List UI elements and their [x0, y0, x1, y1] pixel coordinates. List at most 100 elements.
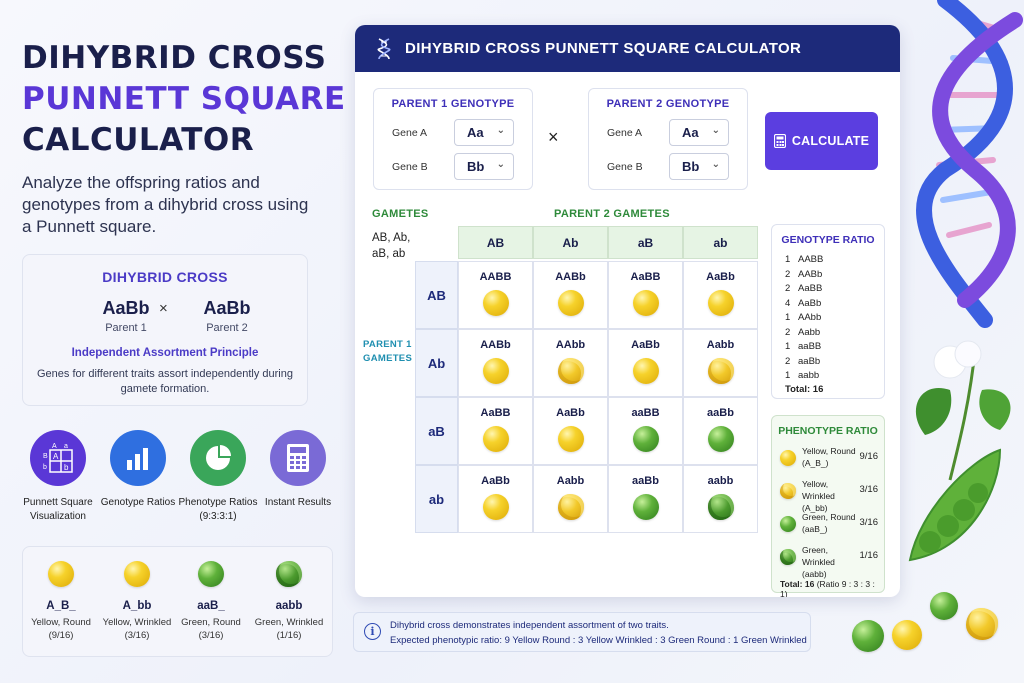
- row-header: Ab: [415, 329, 458, 397]
- yellow-wrinkled-pea-icon: [780, 483, 796, 499]
- calculator-icon: [270, 430, 326, 486]
- mini-grid-a2: a: [64, 443, 68, 450]
- feature-label: Phenotype Ratios (9:3:3:1): [178, 497, 258, 522]
- genotype-total: Total: 16: [785, 384, 824, 395]
- dihybrid-cross-card: DIHYBRID CROSS AaBb Parent 1 × AaBb Pare…: [22, 254, 308, 406]
- list-item: 4 AaBb: [785, 297, 822, 309]
- hero-title-line2: PUNNETT SQUARE: [22, 81, 346, 117]
- yellow-round-pea-icon: [482, 426, 509, 452]
- feature-phenotype: Phenotype Ratios (9:3:3:1): [178, 430, 258, 524]
- phenotype-total: Total: 16 (Ratio 9 : 3 : 3 : 1): [780, 579, 875, 597]
- features-row: A a B b A b Punnett Square Visualization…: [18, 430, 338, 526]
- yellow-round-pea-icon: [482, 290, 509, 316]
- yellow-round-pea-icon: [707, 290, 734, 316]
- green-round-pea-icon: [632, 426, 659, 452]
- phenotype-row: Yellow, Wrinkled (A_bb) 3/16: [780, 478, 882, 513]
- hero-subtitle: Analyze the offspring ratios and genotyp…: [22, 173, 309, 236]
- row-header: aB: [415, 397, 458, 465]
- green-round-pea-icon: [780, 516, 796, 532]
- yellow-wrinkled-pea-icon: [707, 358, 734, 384]
- list-item: 2 aaBb: [785, 355, 821, 367]
- yellow-round-pea-icon: [124, 561, 150, 587]
- panel-header: DIHYBRID CROSS PUNNETT SQUARE CALCULATOR: [355, 25, 900, 72]
- yellow-wrinkled-pea-icon: [557, 358, 584, 384]
- mini-grid-b1: B: [43, 453, 48, 460]
- green-wrinkled-pea-icon: [276, 561, 302, 587]
- punnett-cell: AABb: [458, 329, 533, 397]
- parent1-gene-a-select[interactable]: Aa ⌄: [454, 119, 514, 146]
- list-item: 2 AABb: [785, 268, 823, 280]
- punnett-grid-icon: A a B b A b: [30, 430, 86, 486]
- col-header: aB: [608, 226, 683, 259]
- calculate-button[interactable]: CALCULATE: [765, 112, 878, 170]
- phenotype-ratio-box: PHENOTYPE RATIO Yellow, Round (A_B_) 9/16…: [771, 415, 885, 597]
- feature-label: Instant Results: [264, 497, 332, 508]
- legend-desc: Green, Wrinkled (1/16): [254, 617, 324, 641]
- punnett-cell: AaBb: [533, 397, 608, 465]
- gene-b-label: Gene B: [392, 161, 428, 173]
- feature-label: Genotype Ratios: [100, 497, 176, 508]
- legend-genotype: A_B_: [46, 600, 76, 612]
- dna-helix-decoration: [916, 0, 1023, 328]
- legend-desc: Yellow, Round (9/16): [31, 617, 91, 641]
- legend-desc: Green, Round (3/16): [181, 617, 241, 641]
- hero-title: DIHYBRID CROSS PUNNETT SQUARE CALCULATOR: [22, 38, 352, 161]
- yellow-wrinkled-pea-icon: [557, 494, 584, 520]
- legend-item: aabb Green, Wrinkled (1/16): [251, 561, 327, 642]
- yellow-round-pea-icon: [557, 290, 584, 316]
- phenotype-row: Yellow, Round (A_B_) 9/16: [780, 445, 882, 475]
- gene-b-label: Gene B: [607, 161, 643, 173]
- yellow-round-pea-icon: [48, 561, 74, 587]
- list-item: 1 AABB: [785, 254, 824, 265]
- legend-item: aaB_ Green, Round (3/16): [173, 561, 249, 642]
- punnett-cell: aaBb: [608, 465, 683, 533]
- genotype-ratio-list: 1 AABB 2 AABb 2 AaBB 4 AaBb 1 AAbb 2 Aabb 1 aaB…: [785, 253, 823, 384]
- parent2-genotype: AaBb: [203, 298, 251, 318]
- legend-genotype: aaB_: [197, 600, 225, 612]
- calculator-icon: [773, 134, 786, 148]
- phenotype-ratio-title: PHENOTYPE RATIO: [778, 425, 878, 437]
- cross-symbol: ×: [548, 127, 559, 147]
- punnett-cell: AaBB: [458, 397, 533, 465]
- gametes-label: GAMETES: [372, 208, 429, 220]
- feature-instant: Instant Results: [258, 430, 338, 510]
- list-item: 1 aabb: [785, 370, 820, 381]
- parent1-gene-b-select[interactable]: Bb ⌄: [454, 153, 514, 180]
- parent2-gene-a-select[interactable]: Aa ⌄: [669, 119, 729, 146]
- yellow-round-pea-icon: [892, 620, 922, 650]
- feature-label: Punnett Square Visualization: [23, 497, 93, 522]
- info-icon: i: [364, 623, 381, 640]
- gene-a-label: Gene A: [392, 127, 428, 139]
- green-wrinkled-pea-icon: [707, 494, 734, 520]
- yellow-round-pea-icon: [632, 358, 659, 384]
- green-round-pea-icon: [632, 494, 659, 520]
- list-item: 1 aaBB: [785, 341, 822, 352]
- col-header: ab: [683, 226, 758, 259]
- legend-desc: Yellow, Wrinkled (3/16): [102, 617, 172, 641]
- parent1-genotype-title: PARENT 1 GENOTYPE: [391, 98, 515, 110]
- panel-title: DIHYBRID CROSS PUNNETT SQUARE CALCULATOR: [405, 40, 802, 57]
- dna-icon: [377, 37, 391, 59]
- punnett-cell: AaBb: [458, 465, 533, 533]
- gene-a-label: Gene A: [607, 127, 643, 139]
- chevron-down-icon: ⌄: [711, 125, 720, 136]
- genotype-ratio-box: GENOTYPE RATIO 1 AABB 2 AABb 2 AaBB 4 AaBb 1…: [771, 224, 885, 399]
- green-round-pea-icon: [930, 592, 958, 620]
- calculator-panel: DIHYBRID CROSS PUNNETT SQUARE CALCULATOR…: [355, 25, 900, 597]
- legend-genotype: A_bb: [122, 600, 152, 612]
- punnett-cell: AABb: [533, 261, 608, 329]
- parent2-genotype-box: PARENT 2 GENOTYPE Gene A Aa ⌄ Gene B Bb ⌄: [588, 88, 748, 190]
- chevron-down-icon: ⌄: [496, 159, 505, 170]
- bar-chart-icon: [110, 430, 166, 486]
- yellow-round-pea-icon: [780, 450, 796, 466]
- row-header: AB: [415, 261, 458, 329]
- yellow-round-pea-icon: [482, 494, 509, 520]
- parent1-genotype-box: PARENT 1 GENOTYPE Gene A Aa ⌄ Gene B Bb ⌄: [373, 88, 533, 190]
- green-round-pea-icon: [198, 561, 224, 587]
- info-line2: Expected phenotypic ratio: 9 Yellow Roun…: [390, 635, 807, 646]
- genotype-ratio-title: GENOTYPE RATIO: [781, 234, 875, 246]
- parent2-gene-b-select[interactable]: Bb ⌄: [669, 153, 729, 180]
- pea-plant-decoration: [908, 340, 1011, 562]
- legend-genotype: aabb: [275, 600, 303, 612]
- yellow-round-pea-icon: [557, 426, 584, 452]
